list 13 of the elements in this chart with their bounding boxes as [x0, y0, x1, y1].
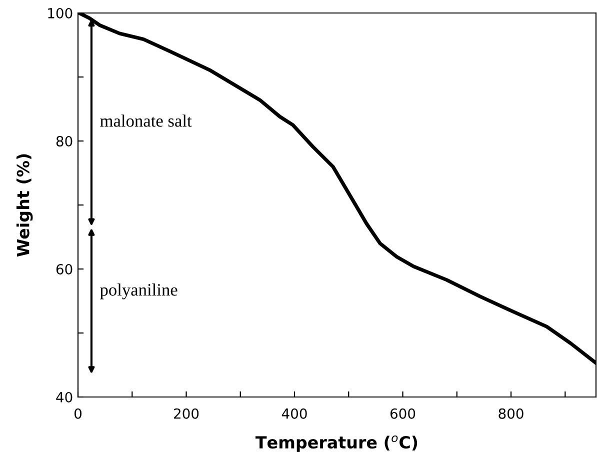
- y-axis-title: Weight (%): [16, 154, 33, 257]
- y-tick-label: 100: [48, 8, 72, 18]
- y-tick-label: 80: [56, 136, 72, 146]
- x-tick-label: 200: [174, 408, 199, 419]
- x-tick-label: 800: [498, 408, 524, 419]
- y-tick-label: 40: [56, 392, 72, 402]
- x-axis-title: Temperature ($^{o}$C): [255, 435, 418, 452]
- annotation: malonate salt: [100, 114, 192, 127]
- x-tick-label: 600: [390, 408, 416, 419]
- x-tick-label: 0: [74, 408, 82, 419]
- x-tick-label: 400: [282, 408, 307, 419]
- annotation: polyaniline: [100, 284, 178, 300]
- y-tick-label: 60: [56, 264, 72, 274]
